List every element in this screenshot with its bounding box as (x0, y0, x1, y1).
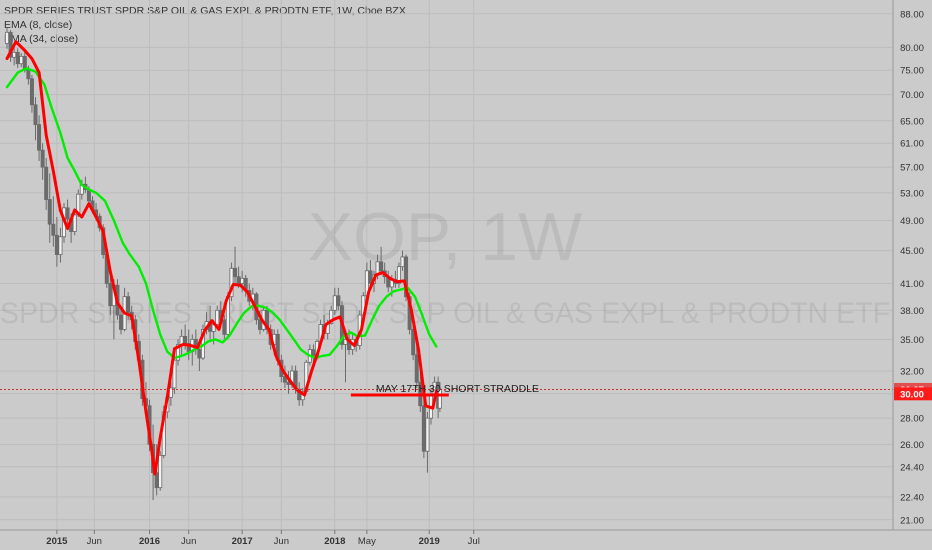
ema8-polyline (5, 40, 438, 476)
candle-body (329, 309, 334, 324)
candle-body (222, 319, 227, 335)
candle-body (158, 454, 163, 489)
time-tick-label: May (358, 536, 376, 547)
candle-body (282, 376, 287, 383)
price-tick-label: 88.00 (900, 9, 924, 20)
time-tick-label: Jun (181, 536, 196, 547)
candle-body (33, 104, 38, 125)
candle-body (29, 78, 34, 106)
price-tick-label: 41.00 (900, 279, 924, 290)
candle-body (236, 276, 241, 284)
candle-body (40, 149, 45, 168)
indicator-ema8-label: EMA (8, close) (4, 19, 73, 31)
candle-body (404, 256, 409, 298)
straddle-annotation: MAY 17TH 30 SHORT STRADDLE (376, 383, 539, 395)
candle-body (19, 55, 24, 65)
candle-body (215, 309, 220, 325)
candle-body (411, 329, 416, 356)
price-tick-label: 57.00 (900, 163, 924, 174)
price-tick-label: 53.00 (900, 188, 924, 199)
candle-body (44, 166, 49, 200)
level-price-tag (894, 387, 932, 401)
candle-body (176, 344, 181, 361)
price-tick-label: 35.00 (900, 335, 924, 346)
price-tick-label: 61.00 (900, 139, 924, 150)
price-tick-label: 75.00 (900, 66, 924, 77)
price-tick-label: 28.00 (900, 414, 924, 425)
watermark: XOP, 1W SPDR SERIES TRUST SPDR S&P OIL &… (0, 199, 890, 330)
candle-body (5, 31, 10, 44)
candle-body (8, 31, 13, 58)
price-tick-label: 21.00 (900, 515, 924, 526)
candle-body (183, 335, 188, 344)
candle-body (233, 267, 238, 278)
indicator-ema34-label: EMA (34, close) (4, 33, 79, 45)
watermark-name: SPDR SERIES TRUST SPDR S&P OIL & GAS EXP… (0, 297, 890, 330)
price-tick-label: 26.00 (900, 440, 924, 451)
grid-lines (0, 0, 893, 530)
price-tick-label: 65.00 (900, 116, 924, 127)
candle-body (26, 69, 31, 80)
ema8-line (5, 40, 438, 476)
time-axis: 2015 Jun 2016 Jun 2017 Jun 2018 May 2019 Jul (46, 530, 480, 547)
ema34-line (5, 67, 438, 360)
price-tick-label: 22.40 (900, 492, 924, 503)
price-tick-label: 24.40 (900, 462, 924, 473)
price-tick-label: 38.00 (900, 306, 924, 317)
candle-body (119, 314, 124, 330)
ema34-polyline (5, 67, 438, 360)
candle-body (15, 51, 20, 65)
candle-body (414, 354, 419, 383)
candle-body (421, 405, 426, 452)
time-tick-label: 2018 (324, 536, 345, 547)
price-tick-label: 45.00 (900, 246, 924, 257)
candle-body (126, 296, 131, 313)
price-axis: 88.00 80.00 75.00 70.00 65.00 61.00 57.00 53.00… (900, 9, 924, 526)
candle-body (65, 207, 70, 220)
time-tick-label: 2019 (419, 536, 440, 547)
candle-body (332, 295, 337, 311)
annotation: MAY 17TH 30 SHORT STRADDLE (0, 383, 893, 397)
candle-body (51, 223, 56, 236)
watermark-symbol: XOP, 1W (308, 199, 583, 275)
price-tags: 30.37 30.00 (894, 382, 932, 401)
price-tick-label: 49.00 (900, 216, 924, 227)
price-tick-label: 80.00 (900, 43, 924, 54)
candle-body (400, 256, 405, 268)
candle-body (197, 349, 202, 359)
candles (5, 28, 442, 501)
time-tick-label: Jul (468, 536, 480, 547)
time-tick-label: 2015 (46, 536, 68, 547)
candle-body (379, 261, 384, 272)
time-tick-label: Jun (87, 536, 102, 547)
candle-body (54, 234, 59, 255)
candle-body (172, 359, 177, 389)
candle-body (12, 51, 17, 58)
level-price-tag-text: 30.00 (900, 389, 924, 400)
candle-body (396, 266, 401, 284)
candle-body (229, 267, 234, 298)
price-tick-label: 70.00 (900, 90, 924, 101)
candle-body (437, 388, 442, 409)
candle-body (58, 236, 63, 255)
candle-body (47, 199, 52, 225)
price-tick-label: 32.00 (900, 367, 924, 378)
candle-body (37, 124, 42, 151)
candle-body (336, 295, 341, 307)
time-tick-label: 2017 (232, 536, 253, 547)
time-tick-label: Jun (274, 536, 289, 547)
candle-body (425, 417, 430, 452)
candle-body (240, 277, 245, 284)
candle-body (72, 214, 77, 232)
candle-body (108, 283, 113, 307)
time-tick-label: 2016 (139, 536, 160, 547)
